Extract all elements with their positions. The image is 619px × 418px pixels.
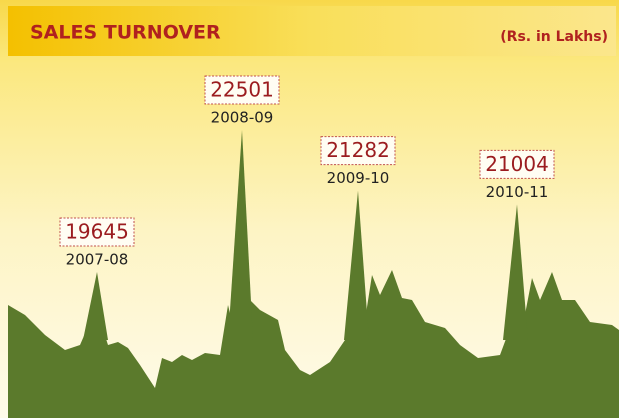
value-label: 19645 <box>65 220 129 244</box>
value-box <box>204 75 280 105</box>
value-label: 22501 <box>210 78 274 102</box>
terrain <box>8 270 619 418</box>
category-label: 2007-08 <box>66 251 129 269</box>
peak <box>344 190 369 340</box>
value-label: 21004 <box>485 152 549 176</box>
category-label: 2010-11 <box>486 183 549 201</box>
title-band <box>8 6 616 56</box>
unit-label: (Rs. in Lakhs) <box>500 29 608 45</box>
value-box <box>59 217 135 247</box>
peak <box>228 130 253 340</box>
value-label: 21282 <box>326 138 390 162</box>
peak <box>83 272 108 340</box>
category-label: 2009-10 <box>327 169 390 187</box>
value-box <box>320 136 396 166</box>
chart-title: SALES TURNOVER <box>30 22 221 44</box>
value-box <box>479 149 555 179</box>
peak <box>503 204 528 340</box>
category-label: 2008-09 <box>211 109 274 127</box>
